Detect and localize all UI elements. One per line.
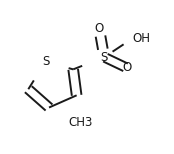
Text: S: S	[101, 51, 108, 64]
Text: O: O	[94, 22, 104, 35]
Text: S: S	[42, 55, 49, 68]
Text: OH: OH	[133, 32, 151, 45]
Text: O: O	[122, 61, 131, 74]
Text: CH3: CH3	[68, 116, 92, 129]
